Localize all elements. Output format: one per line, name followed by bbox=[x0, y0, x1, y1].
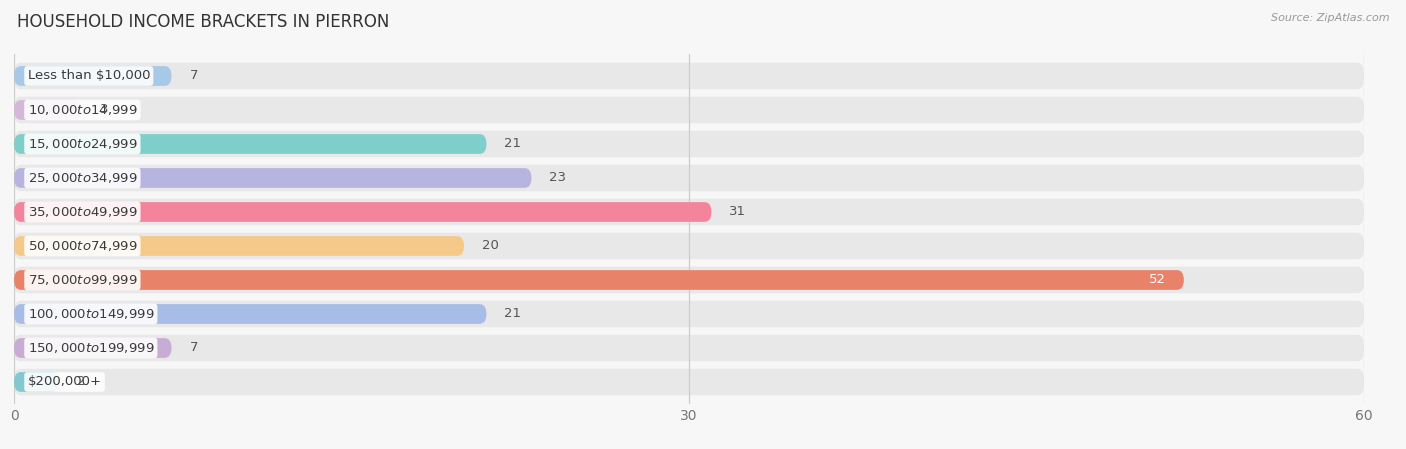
Text: $15,000 to $24,999: $15,000 to $24,999 bbox=[28, 137, 138, 151]
Text: $35,000 to $49,999: $35,000 to $49,999 bbox=[28, 205, 138, 219]
Text: 3: 3 bbox=[100, 103, 108, 116]
Text: $150,000 to $199,999: $150,000 to $199,999 bbox=[28, 341, 155, 355]
Text: Source: ZipAtlas.com: Source: ZipAtlas.com bbox=[1271, 13, 1389, 23]
Text: 52: 52 bbox=[1149, 273, 1166, 286]
FancyBboxPatch shape bbox=[14, 304, 486, 324]
FancyBboxPatch shape bbox=[14, 168, 531, 188]
FancyBboxPatch shape bbox=[14, 134, 486, 154]
FancyBboxPatch shape bbox=[14, 372, 59, 392]
FancyBboxPatch shape bbox=[14, 267, 1364, 293]
FancyBboxPatch shape bbox=[14, 97, 1364, 123]
Text: 20: 20 bbox=[482, 239, 499, 252]
FancyBboxPatch shape bbox=[14, 131, 1364, 157]
FancyBboxPatch shape bbox=[14, 338, 172, 358]
Text: 23: 23 bbox=[550, 172, 567, 185]
FancyBboxPatch shape bbox=[14, 202, 711, 222]
FancyBboxPatch shape bbox=[14, 236, 464, 256]
Text: 21: 21 bbox=[505, 137, 522, 150]
Text: $10,000 to $14,999: $10,000 to $14,999 bbox=[28, 103, 138, 117]
Text: $50,000 to $74,999: $50,000 to $74,999 bbox=[28, 239, 138, 253]
FancyBboxPatch shape bbox=[14, 66, 172, 86]
FancyBboxPatch shape bbox=[14, 63, 1364, 89]
FancyBboxPatch shape bbox=[14, 270, 1184, 290]
Text: Less than $10,000: Less than $10,000 bbox=[28, 70, 150, 83]
FancyBboxPatch shape bbox=[14, 199, 1364, 225]
Text: 21: 21 bbox=[505, 308, 522, 321]
FancyBboxPatch shape bbox=[14, 335, 1364, 361]
FancyBboxPatch shape bbox=[14, 165, 1364, 191]
Text: 7: 7 bbox=[190, 70, 198, 83]
Text: $75,000 to $99,999: $75,000 to $99,999 bbox=[28, 273, 138, 287]
Text: $100,000 to $149,999: $100,000 to $149,999 bbox=[28, 307, 155, 321]
FancyBboxPatch shape bbox=[14, 301, 1364, 327]
FancyBboxPatch shape bbox=[14, 233, 1364, 259]
Text: 2: 2 bbox=[77, 375, 86, 388]
Text: $200,000+: $200,000+ bbox=[28, 375, 101, 388]
Text: 7: 7 bbox=[190, 342, 198, 355]
FancyBboxPatch shape bbox=[14, 100, 82, 120]
Text: $25,000 to $34,999: $25,000 to $34,999 bbox=[28, 171, 138, 185]
FancyBboxPatch shape bbox=[14, 369, 1364, 395]
Text: 31: 31 bbox=[730, 206, 747, 219]
Text: HOUSEHOLD INCOME BRACKETS IN PIERRON: HOUSEHOLD INCOME BRACKETS IN PIERRON bbox=[17, 13, 389, 31]
